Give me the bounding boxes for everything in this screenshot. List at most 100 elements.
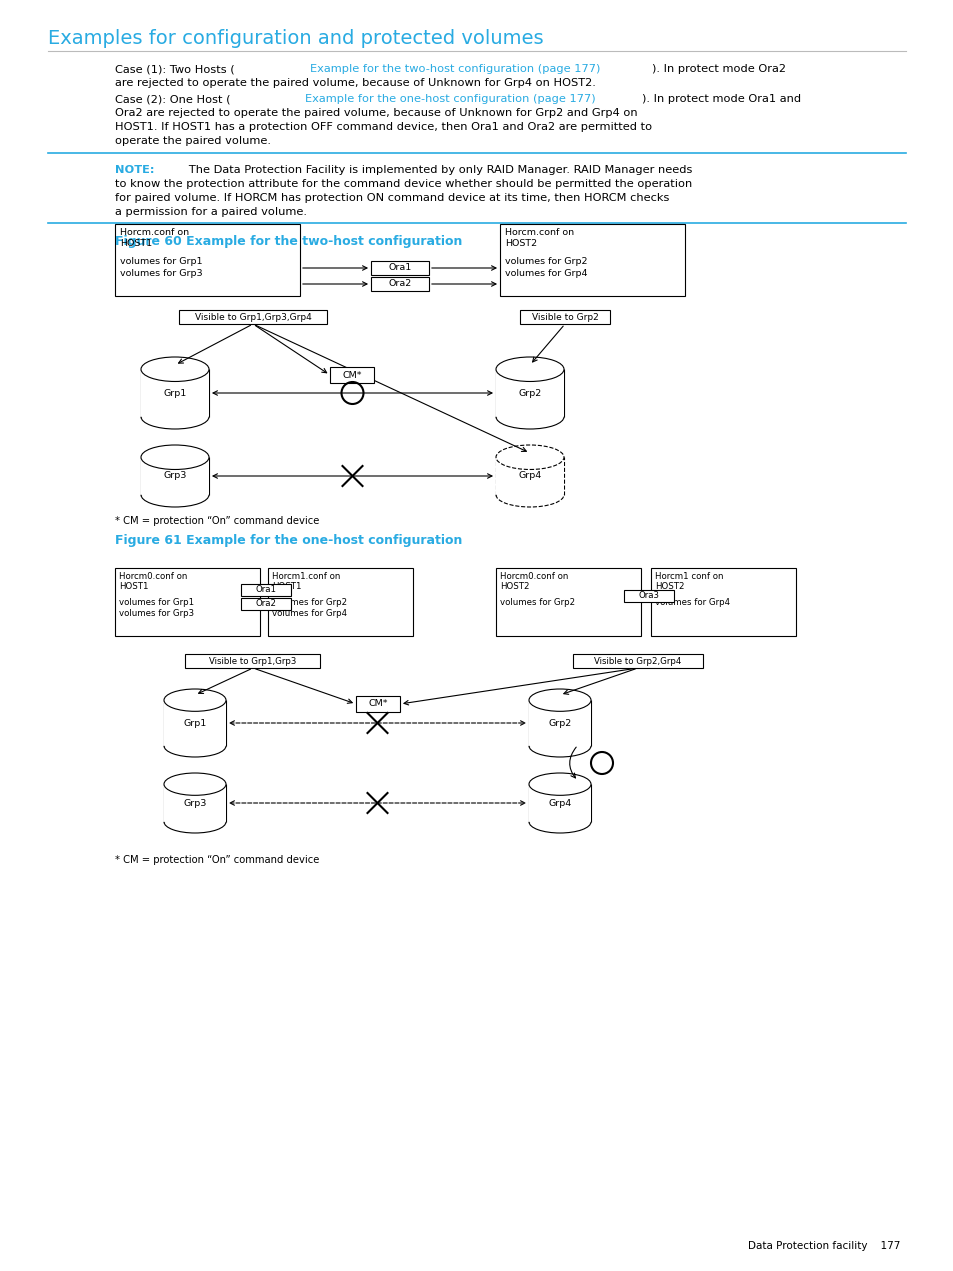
Ellipse shape xyxy=(141,483,209,507)
Bar xyxy=(623,590,673,602)
Text: Case (2): One Host (: Case (2): One Host ( xyxy=(115,94,231,104)
Polygon shape xyxy=(529,784,590,822)
Bar xyxy=(241,583,291,596)
Text: HOST2: HOST2 xyxy=(499,582,529,591)
Text: Grp2: Grp2 xyxy=(517,389,541,398)
Text: volumes for Grp3: volumes for Grp3 xyxy=(119,609,193,618)
Polygon shape xyxy=(496,458,563,494)
Ellipse shape xyxy=(529,773,590,796)
Polygon shape xyxy=(164,784,226,822)
Text: a permission for a paired volume.: a permission for a paired volume. xyxy=(115,207,307,217)
Text: Visible to Grp1,Grp3,Grp4: Visible to Grp1,Grp3,Grp4 xyxy=(194,313,311,322)
Text: are rejected to operate the paired volume, because of Unknown for Grp4 on HOST2.: are rejected to operate the paired volum… xyxy=(115,78,596,88)
Ellipse shape xyxy=(141,404,209,430)
Text: volumes for Grp4: volumes for Grp4 xyxy=(272,609,347,618)
Text: Visible to Grp1,Grp3: Visible to Grp1,Grp3 xyxy=(209,657,296,666)
Text: volumes for Grp4: volumes for Grp4 xyxy=(504,269,587,278)
Ellipse shape xyxy=(529,735,590,758)
Polygon shape xyxy=(529,700,590,746)
Text: CM*: CM* xyxy=(342,371,361,380)
Ellipse shape xyxy=(496,483,563,507)
Text: * CM = protection “On” command device: * CM = protection “On” command device xyxy=(115,855,319,866)
Ellipse shape xyxy=(164,773,226,796)
Ellipse shape xyxy=(164,735,226,758)
Bar xyxy=(519,310,609,324)
Ellipse shape xyxy=(496,357,563,381)
Text: Case (1): Two Hosts (: Case (1): Two Hosts ( xyxy=(115,64,234,74)
Ellipse shape xyxy=(529,811,590,833)
Bar xyxy=(496,568,640,636)
Text: Grp4: Grp4 xyxy=(548,798,571,807)
Polygon shape xyxy=(141,370,209,417)
Bar xyxy=(371,261,429,275)
Text: Grp1: Grp1 xyxy=(163,389,187,398)
Text: Ora1: Ora1 xyxy=(255,586,276,595)
Bar xyxy=(330,367,374,383)
Text: ). In protect mode Ora1 and: ). In protect mode Ora1 and xyxy=(641,94,801,104)
Text: NOTE:: NOTE: xyxy=(115,165,154,175)
Ellipse shape xyxy=(164,689,226,712)
Text: volumes for Grp1: volumes for Grp1 xyxy=(119,597,193,608)
Text: to know the protection attribute for the command device whether should be permit: to know the protection attribute for the… xyxy=(115,179,692,189)
Text: The Data Protection Facility is implemented by only RAID Manager. RAID Manager n: The Data Protection Facility is implemen… xyxy=(178,165,692,175)
Text: Ora2 are rejected to operate the paired volume, because of Unknown for Grp2 and : Ora2 are rejected to operate the paired … xyxy=(115,108,637,118)
Text: Grp2: Grp2 xyxy=(548,718,571,727)
Text: volumes for Grp2: volumes for Grp2 xyxy=(272,597,347,608)
Text: Grp3: Grp3 xyxy=(183,798,207,807)
Bar xyxy=(650,568,795,636)
Polygon shape xyxy=(141,458,209,494)
Text: HOST2: HOST2 xyxy=(655,582,684,591)
Text: Grp3: Grp3 xyxy=(163,472,187,480)
Text: Figure 61 Example for the one-host configuration: Figure 61 Example for the one-host confi… xyxy=(115,534,462,547)
Text: Horcm.conf on: Horcm.conf on xyxy=(120,228,189,236)
Ellipse shape xyxy=(496,445,563,469)
Text: Grp1: Grp1 xyxy=(183,718,207,727)
Text: Grp4: Grp4 xyxy=(517,472,541,480)
Text: Ora1: Ora1 xyxy=(388,263,411,272)
Text: Example for the one-host configuration (page 177): Example for the one-host configuration (… xyxy=(305,94,595,104)
Text: volumes for Grp1: volumes for Grp1 xyxy=(120,257,202,266)
Text: Horcm0.conf on: Horcm0.conf on xyxy=(499,572,568,581)
Text: Ora3: Ora3 xyxy=(638,591,659,600)
Ellipse shape xyxy=(496,404,563,430)
Bar xyxy=(185,655,320,669)
Text: volumes for Grp2: volumes for Grp2 xyxy=(499,597,575,608)
Text: Figure 60 Example for the two-host configuration: Figure 60 Example for the two-host confi… xyxy=(115,235,462,248)
Text: Horcm0.conf on: Horcm0.conf on xyxy=(119,572,187,581)
Polygon shape xyxy=(496,370,563,417)
Bar xyxy=(179,310,327,324)
Bar xyxy=(371,277,429,291)
Ellipse shape xyxy=(141,445,209,469)
Ellipse shape xyxy=(164,811,226,833)
Text: Ora2: Ora2 xyxy=(255,600,276,609)
Text: volumes for Grp3: volumes for Grp3 xyxy=(120,269,202,278)
Bar xyxy=(115,224,299,296)
Text: Horcm.conf on: Horcm.conf on xyxy=(504,228,574,236)
Text: operate the paired volume.: operate the paired volume. xyxy=(115,136,271,146)
Text: HOST1: HOST1 xyxy=(120,239,152,248)
Text: Examples for configuration and protected volumes: Examples for configuration and protected… xyxy=(48,29,543,48)
Text: HOST1: HOST1 xyxy=(272,582,301,591)
Text: Example for the two-host configuration (page 177): Example for the two-host configuration (… xyxy=(310,64,599,74)
Bar xyxy=(573,655,702,669)
Text: HOST1. If HOST1 has a protection OFF command device, then Ora1 and Ora2 are perm: HOST1. If HOST1 has a protection OFF com… xyxy=(115,122,652,132)
Polygon shape xyxy=(164,700,226,746)
Text: for paired volume. If HORCM has protection ON command device at its time, then H: for paired volume. If HORCM has protecti… xyxy=(115,193,669,203)
Text: Horcm1 conf on: Horcm1 conf on xyxy=(655,572,722,581)
Ellipse shape xyxy=(141,357,209,381)
Text: Ora2: Ora2 xyxy=(388,280,411,289)
Bar xyxy=(268,568,413,636)
Ellipse shape xyxy=(529,689,590,712)
Text: Visible to Grp2,Grp4: Visible to Grp2,Grp4 xyxy=(594,657,681,666)
Text: Horcm1.conf on: Horcm1.conf on xyxy=(272,572,340,581)
Text: Data Protection facility    177: Data Protection facility 177 xyxy=(747,1240,899,1251)
Text: Visible to Grp2: Visible to Grp2 xyxy=(531,313,598,322)
Text: CM*: CM* xyxy=(368,699,387,708)
Text: * CM = protection “On” command device: * CM = protection “On” command device xyxy=(115,516,319,526)
Text: volumes for Grp4: volumes for Grp4 xyxy=(655,597,729,608)
Bar xyxy=(499,224,684,296)
Text: ). In protect mode Ora2: ). In protect mode Ora2 xyxy=(651,64,785,74)
Bar xyxy=(115,568,260,636)
Text: volumes for Grp2: volumes for Grp2 xyxy=(504,257,587,266)
Bar xyxy=(241,597,291,610)
